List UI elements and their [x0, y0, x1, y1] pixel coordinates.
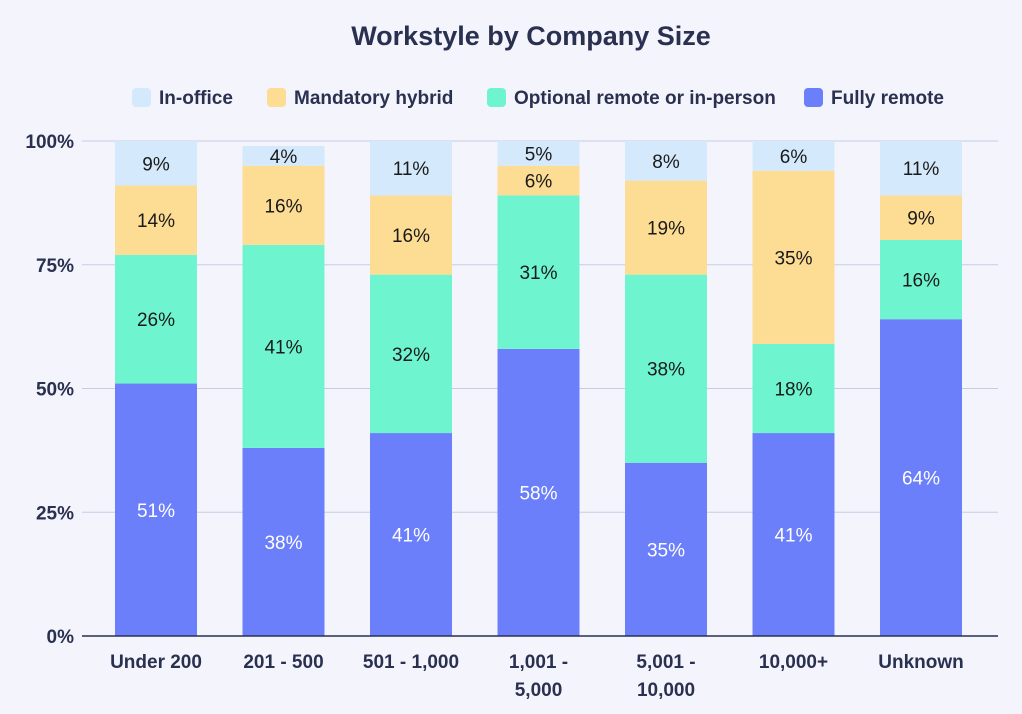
data-label: 9% [907, 209, 935, 230]
data-label: 19% [647, 219, 685, 240]
bar-segment [880, 195, 962, 240]
data-label: 14% [137, 211, 175, 232]
bar-segment [625, 274, 707, 463]
legend-item: Fully remote [804, 88, 944, 109]
chart-title: Workstyle by Company Size [351, 21, 711, 51]
x-tick-label: 10,000+ [759, 652, 828, 673]
bar-segment [497, 165, 580, 196]
data-label: 35% [647, 540, 685, 561]
data-label: 41% [774, 526, 812, 547]
data-label: 35% [774, 248, 812, 269]
data-label: 26% [137, 310, 175, 331]
legend: In-office Mandatory hybrid Optional remote… [132, 88, 944, 109]
legend-swatch [487, 88, 506, 107]
bar-segment [497, 348, 580, 636]
y-tick-label: 0% [47, 627, 75, 648]
data-label: 32% [392, 345, 430, 366]
legend-swatch [804, 88, 823, 107]
bar-stack: 64% 16% 9% 11% [880, 141, 962, 636]
data-label: 16% [902, 271, 940, 292]
bar-segment [242, 244, 325, 448]
bar-segment [497, 195, 580, 349]
bar-segment [880, 141, 962, 196]
bar-segment [115, 185, 197, 255]
bar-segment [752, 343, 835, 434]
data-label: 6% [525, 172, 553, 193]
bar-segment [370, 141, 452, 196]
data-label: 41% [264, 337, 302, 358]
x-tick-label: Under 200 [110, 652, 202, 673]
bar-segment [752, 170, 835, 344]
y-tick-label: 25% [36, 503, 74, 524]
bar-segment [497, 141, 580, 166]
legend-item: Optional remote or in-person [487, 88, 776, 109]
bar-stack: 41% 18% 35% 6% [752, 141, 835, 636]
data-label: 64% [902, 469, 940, 490]
data-label: 51% [137, 501, 175, 522]
bar-segment [115, 254, 197, 384]
bar-segment [242, 447, 325, 636]
legend-label: Fully remote [831, 88, 944, 109]
data-label: 31% [519, 263, 557, 284]
legend-label: In-office [159, 88, 233, 109]
x-tick-label: 201 - 500 [243, 652, 323, 673]
bar-segment [115, 383, 197, 636]
bar-segment [625, 141, 707, 181]
data-label: 38% [647, 360, 685, 381]
data-label: 16% [392, 226, 430, 247]
bar-segment [242, 165, 325, 245]
bar-segment [752, 141, 835, 171]
bar-stack: 38% 41% 16% 4% [242, 145, 325, 636]
legend-label: Optional remote or in-person [514, 88, 776, 109]
data-label: 38% [264, 533, 302, 554]
data-label: 58% [519, 483, 557, 504]
bar-stack: 51% 26% 14% 9% [115, 141, 197, 636]
data-label: 5% [525, 144, 553, 165]
data-label: 8% [652, 152, 680, 173]
x-axis: Under 200 201 - 500 501 - 1,000 1,001 -5,00… [110, 652, 964, 701]
data-label: 16% [264, 196, 302, 217]
data-label: 11% [393, 159, 430, 180]
data-label: 41% [392, 526, 430, 547]
data-label: 9% [142, 154, 170, 175]
data-label: 4% [270, 147, 298, 168]
bar-segment [625, 180, 707, 275]
x-tick-label: Unknown [878, 652, 964, 673]
data-label: 18% [774, 380, 812, 401]
y-tick-label: 75% [36, 256, 74, 277]
legend-item: In-office [132, 88, 233, 109]
bar-segment [370, 195, 452, 275]
bar-segment [370, 433, 452, 636]
y-tick-label: 100% [25, 132, 74, 153]
legend-label: Mandatory hybrid [294, 88, 453, 109]
x-tick-label: 1,001 -5,000 [509, 652, 568, 701]
bar-stack: 58% 31% 6% 5% [497, 141, 580, 636]
legend-item: Mandatory hybrid [267, 88, 453, 109]
x-tick-label: 5,001 -10,000 [636, 652, 695, 701]
bar-segment [880, 240, 962, 320]
bar-stack: 41% 32% 16% 11% [370, 141, 452, 636]
bar-segment [752, 433, 835, 636]
bar-segment [115, 141, 197, 186]
x-tick-label: 501 - 1,000 [363, 652, 459, 673]
legend-swatch [132, 88, 151, 107]
bar-segment [370, 274, 452, 434]
y-axis: 0% 25% 50% 75% 100% [25, 132, 74, 648]
y-tick-label: 50% [36, 380, 74, 401]
data-label: 11% [903, 159, 940, 180]
bar-segment [242, 145, 325, 166]
bar-segment [880, 319, 962, 636]
bar-stack: 35% 38% 19% 8% [625, 141, 707, 636]
bars: 51% 26% 14% 9% 38% 41% 16% 4% 41% 32% 16% 11% 58% 31%… [115, 141, 962, 636]
bar-segment [625, 462, 707, 636]
data-label: 6% [780, 147, 808, 168]
legend-swatch [267, 88, 286, 107]
